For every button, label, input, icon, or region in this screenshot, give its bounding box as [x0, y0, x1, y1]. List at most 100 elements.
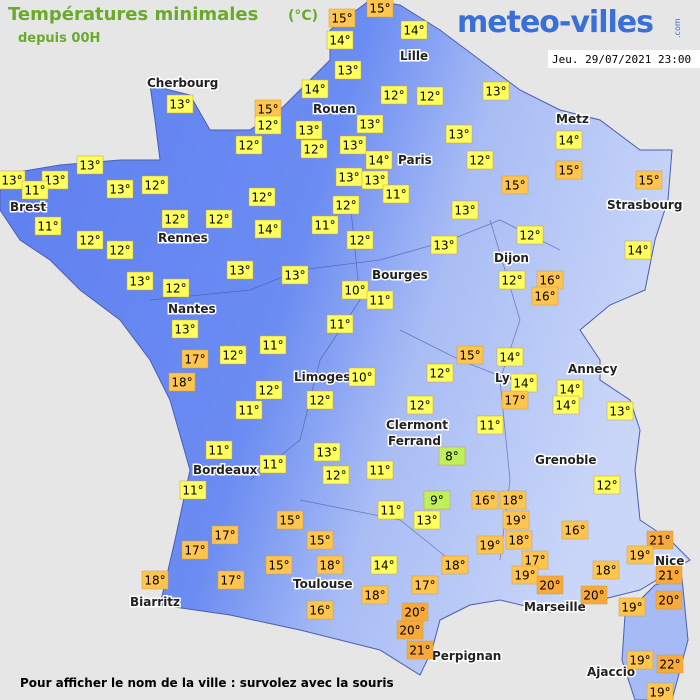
temperature-label: 10°: [351, 371, 372, 385]
city-name: Clermont: [386, 418, 448, 432]
temperature-box: [502, 510, 530, 530]
temperature-label: 13°: [174, 323, 195, 337]
city-name: Grenoble: [535, 453, 597, 467]
temperature-label: 13°: [109, 183, 130, 197]
temperature-box: [205, 209, 233, 229]
temperature-label: 14°: [403, 24, 424, 38]
timestamp-box: [548, 50, 700, 68]
temperature-label: 19°: [505, 514, 526, 528]
temperature-label: 13°: [342, 139, 363, 153]
temperature-label: 21°: [658, 569, 679, 583]
temperature-label: 15°: [257, 103, 278, 117]
temperature-box: [181, 349, 209, 369]
city-name: Nice: [655, 554, 684, 568]
temperature-box: [326, 314, 354, 334]
temperature-box: [219, 345, 247, 365]
temperature-box: [311, 215, 339, 235]
temperature-box: [295, 120, 323, 140]
temperature-label: 13°: [1, 174, 22, 188]
temperature-label: 11°: [262, 339, 283, 353]
city-name: Bordeaux: [193, 463, 258, 477]
borders: [149, 199, 561, 561]
temperature-box: [511, 565, 539, 585]
city-name: Toulouse: [293, 577, 353, 591]
temperature-box: [396, 620, 424, 640]
temperature-box: [593, 475, 621, 495]
temperature-box: [361, 170, 389, 190]
temperature-box: [76, 155, 104, 175]
temperature-label: 11°: [208, 444, 229, 458]
temperature-label: 16°: [539, 274, 560, 288]
temperature-label: 12°: [208, 213, 229, 227]
temperature-box: [21, 180, 49, 200]
temperature-label: 20°: [404, 606, 425, 620]
title: Températures minimales: [8, 4, 258, 25]
temperature-label: 18°: [364, 589, 385, 603]
temperature-box: [356, 114, 384, 134]
temperature-box: [205, 440, 233, 460]
temperature-label: 19°: [479, 539, 500, 553]
temperature-box: [380, 85, 408, 105]
timestamp: Jeu. 29/07/2021 23:00: [552, 53, 691, 66]
temperature-label: 14°: [558, 134, 579, 148]
temperature-box: [655, 590, 683, 610]
temperature-label: 13°: [169, 98, 190, 112]
temperature-box: [341, 280, 369, 300]
temperature-box: [211, 525, 239, 545]
temperature-box: [606, 401, 634, 421]
temperature-label: 12°: [469, 154, 490, 168]
temperature-label: 14°: [329, 34, 350, 48]
temperature-box: [259, 454, 287, 474]
temperature-box: [618, 597, 646, 617]
temperature-box: [300, 139, 328, 159]
temperature-box: [339, 135, 367, 155]
city-name: Strasbourg: [607, 198, 682, 212]
temperature-label: 17°: [184, 544, 205, 558]
temperature-box: [322, 465, 350, 485]
temperature-label: 12°: [419, 90, 440, 104]
city-name: Biarritz: [130, 595, 180, 609]
temperature-label: 13°: [298, 124, 319, 138]
temperature-label: 8°: [445, 450, 459, 464]
temperature-box: [406, 395, 434, 415]
temperature-box: [501, 390, 529, 410]
temperature-label: 12°: [429, 367, 450, 381]
temperature-box: [281, 265, 309, 285]
temperature-box: [162, 278, 190, 298]
temperature-box: [656, 654, 684, 674]
temperature-label: 22°: [659, 658, 680, 672]
temperature-box: [626, 545, 654, 565]
temperature-box: [0, 170, 26, 190]
temperature-label: 9°: [430, 494, 444, 508]
temperature-label: 14°: [513, 377, 534, 391]
temperature-label: 18°: [319, 559, 340, 573]
temperature-box: [366, 290, 394, 310]
temperature-label: 17°: [524, 554, 545, 568]
temperature-label: 21°: [409, 644, 430, 658]
temperature-label: 17°: [414, 579, 435, 593]
temperature-label: 17°: [214, 529, 235, 543]
footer: Pour afficher le nom de la ville : survo…: [20, 676, 394, 690]
logo-suffix: .com: [673, 18, 682, 38]
temperature-box: [416, 86, 444, 106]
temperature-label: 12°: [501, 274, 522, 288]
temperature-box: [76, 230, 104, 250]
temperature-label: 15°: [504, 179, 525, 193]
temperature-box: [451, 200, 479, 220]
temperature-label: 15°: [369, 2, 390, 16]
temperature-box: [34, 216, 62, 236]
temperature-label: 18°: [508, 534, 529, 548]
temperature-box: [426, 363, 454, 383]
city-name: Bourges: [372, 268, 428, 282]
city-name: Limoges: [294, 370, 350, 384]
temperature-label: 14°: [555, 399, 576, 413]
temperature-label: 11°: [182, 484, 203, 498]
temperature-label: 13°: [364, 174, 385, 188]
temperature-box: [552, 395, 580, 415]
temperature-box: [255, 380, 283, 400]
temperature-label: 11°: [479, 419, 500, 433]
temperature-box: [377, 500, 405, 520]
city-name: Rouen: [313, 102, 356, 116]
temperature-box: [161, 209, 189, 229]
temperature-label: 14°: [304, 83, 325, 97]
